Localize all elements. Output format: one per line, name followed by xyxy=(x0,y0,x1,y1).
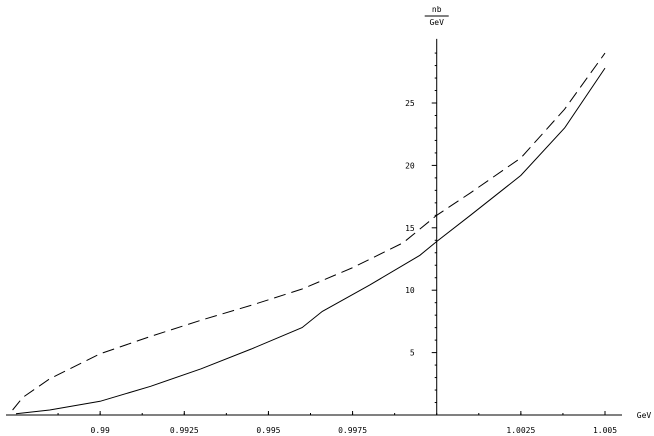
y-tick-label: 20 xyxy=(405,161,415,170)
x-tick-label: 0.9975 xyxy=(338,426,367,435)
series-layer xyxy=(12,52,606,415)
x-tick-label: 1.0025 xyxy=(506,426,535,435)
x-tick-label: 0.9925 xyxy=(170,426,199,435)
x-tick-label: 0.995 xyxy=(256,426,280,435)
y-axis-label-denominator: GeV xyxy=(429,18,444,27)
series-line-dashed xyxy=(12,52,606,411)
x-tick-label: 1.005 xyxy=(593,426,617,435)
axes xyxy=(6,38,622,416)
x-tick-label: 0.99 xyxy=(91,426,110,435)
y-tick-label: 10 xyxy=(405,286,415,295)
axis-labels: GeV nb GeV xyxy=(424,5,652,420)
y-tick-label: 5 xyxy=(410,349,415,358)
y-axis-label-numerator: nb xyxy=(432,5,442,14)
x-axis-label: GeV xyxy=(637,411,652,420)
y-tick-label: 15 xyxy=(405,224,415,233)
ticks: 0.99 0.9925 0.995 0.9975 1.0025 1.005 5 10 15 20 2… xyxy=(57,52,617,435)
y-tick-label: 25 xyxy=(405,99,415,108)
series-line-solid xyxy=(15,67,606,415)
